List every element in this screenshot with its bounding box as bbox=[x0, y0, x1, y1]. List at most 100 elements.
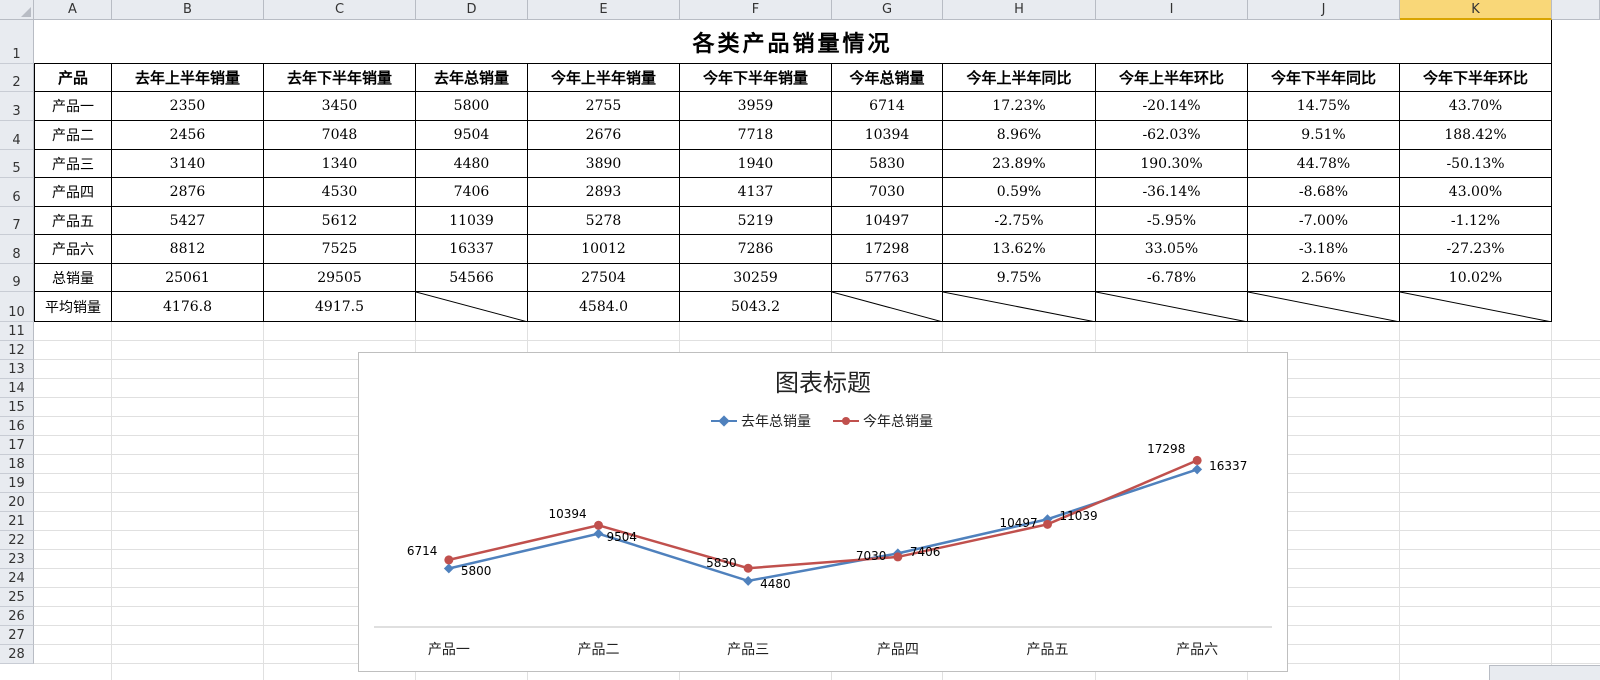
table-cell[interactable]: 16337 bbox=[416, 235, 528, 264]
table-cell[interactable]: 13.62% bbox=[943, 235, 1096, 264]
table-header-cell[interactable]: 今年上半年同比 bbox=[943, 64, 1096, 92]
row-header-17[interactable]: 17 bbox=[0, 436, 34, 455]
table-cell[interactable]: 23.89% bbox=[943, 150, 1096, 178]
table-cell[interactable] bbox=[1400, 292, 1552, 322]
table-cell[interactable]: -1.12% bbox=[1400, 207, 1552, 235]
column-header-c[interactable]: C bbox=[264, 0, 416, 20]
plot-area[interactable] bbox=[359, 353, 1287, 671]
row-header-4[interactable]: 4 bbox=[0, 121, 34, 150]
table-cell[interactable] bbox=[416, 292, 528, 322]
table-cell[interactable]: 9.51% bbox=[1248, 121, 1400, 150]
row-header-3[interactable]: 3 bbox=[0, 92, 34, 121]
column-header-k[interactable]: K bbox=[1400, 0, 1552, 20]
table-cell[interactable]: 10497 bbox=[832, 207, 943, 235]
table-cell[interactable]: 11039 bbox=[416, 207, 528, 235]
table-cell[interactable] bbox=[943, 292, 1096, 322]
table-cell[interactable]: -5.95% bbox=[1096, 207, 1248, 235]
data-point[interactable] bbox=[1192, 455, 1202, 465]
table-cell[interactable]: 2876 bbox=[112, 178, 264, 207]
table-cell[interactable]: 54566 bbox=[416, 264, 528, 292]
row-header-7[interactable]: 7 bbox=[0, 207, 34, 235]
table-cell[interactable]: 2.56% bbox=[1248, 264, 1400, 292]
table-cell[interactable]: 产品二 bbox=[34, 121, 112, 150]
line-chart[interactable]: 图表标题 去年总销量 今年总销量 5800 9504 4480 7406 11039 16… bbox=[358, 352, 1288, 672]
table-header-cell[interactable]: 今年上半年销量 bbox=[528, 64, 680, 92]
row-header-21[interactable]: 21 bbox=[0, 512, 34, 531]
row-header-8[interactable]: 8 bbox=[0, 235, 34, 264]
table-cell[interactable]: 4176.8 bbox=[112, 292, 264, 322]
data-point[interactable] bbox=[743, 563, 753, 573]
table-cell[interactable]: 2350 bbox=[112, 92, 264, 121]
table-cell[interactable]: 2893 bbox=[528, 178, 680, 207]
table-cell[interactable]: 14.75% bbox=[1248, 92, 1400, 121]
row-header-24[interactable]: 24 bbox=[0, 569, 34, 588]
table-cell[interactable]: 7048 bbox=[264, 121, 416, 150]
table-cell[interactable]: -62.03% bbox=[1096, 121, 1248, 150]
table-cell[interactable]: 30259 bbox=[680, 264, 832, 292]
row-header-28[interactable]: 28 bbox=[0, 645, 34, 664]
table-cell[interactable]: 188.42% bbox=[1400, 121, 1552, 150]
column-header-f[interactable]: F bbox=[680, 0, 832, 20]
row-header-10[interactable]: 10 bbox=[0, 292, 34, 322]
table-cell[interactable]: 2755 bbox=[528, 92, 680, 121]
table-cell[interactable]: 7718 bbox=[680, 121, 832, 150]
table-cell[interactable]: 产品五 bbox=[34, 207, 112, 235]
series-line-0[interactable] bbox=[448, 468, 1198, 583]
legend-item-this-year[interactable]: 今年总销量 bbox=[833, 411, 933, 431]
table-header-cell[interactable]: 今年总销量 bbox=[832, 64, 943, 92]
row-header-22[interactable]: 22 bbox=[0, 531, 34, 550]
table-cell[interactable]: 7406 bbox=[416, 178, 528, 207]
table-cell[interactable]: 9504 bbox=[416, 121, 528, 150]
table-cell[interactable]: 2456 bbox=[112, 121, 264, 150]
column-header-b[interactable]: B bbox=[112, 0, 264, 20]
data-point[interactable] bbox=[1043, 519, 1052, 529]
data-point[interactable] bbox=[1192, 464, 1203, 475]
table-cell[interactable]: 产品四 bbox=[34, 178, 112, 207]
column-header-d[interactable]: D bbox=[416, 0, 528, 20]
table-header-cell[interactable]: 去年总销量 bbox=[416, 64, 528, 92]
table-cell[interactable]: 总销量 bbox=[34, 264, 112, 292]
table-cell[interactable]: 10394 bbox=[832, 121, 943, 150]
row-header-2[interactable]: 2 bbox=[0, 64, 34, 92]
column-header-j[interactable]: J bbox=[1248, 0, 1400, 20]
column-header-i[interactable]: I bbox=[1096, 0, 1248, 20]
table-cell[interactable]: 1340 bbox=[264, 150, 416, 178]
table-cell[interactable]: 10012 bbox=[528, 235, 680, 264]
table-cell[interactable]: 3959 bbox=[680, 92, 832, 121]
table-cell[interactable]: -6.78% bbox=[1096, 264, 1248, 292]
table-cell[interactable] bbox=[832, 292, 943, 322]
table-header-cell[interactable]: 今年下半年销量 bbox=[680, 64, 832, 92]
row-header-13[interactable]: 13 bbox=[0, 360, 34, 379]
table-cell[interactable]: 产品一 bbox=[34, 92, 112, 121]
table-cell[interactable]: 7030 bbox=[832, 178, 943, 207]
table-cell[interactable]: 57763 bbox=[832, 264, 943, 292]
table-cell[interactable]: -36.14% bbox=[1096, 178, 1248, 207]
table-cell[interactable]: 4137 bbox=[680, 178, 832, 207]
table-cell[interactable]: 17298 bbox=[832, 235, 943, 264]
table-cell[interactable]: 29505 bbox=[264, 264, 416, 292]
legend-item-last-year[interactable]: 去年总销量 bbox=[711, 411, 811, 431]
horizontal-scrollbar[interactable] bbox=[1489, 665, 1600, 680]
row-header-5[interactable]: 5 bbox=[0, 150, 34, 178]
column-header-g[interactable]: G bbox=[832, 0, 943, 20]
table-cell[interactable]: 5830 bbox=[832, 150, 943, 178]
table-header-cell[interactable]: 今年下半年同比 bbox=[1248, 64, 1400, 92]
table-cell[interactable] bbox=[1248, 292, 1400, 322]
table-cell[interactable]: 5800 bbox=[416, 92, 528, 121]
table-cell[interactable]: 4480 bbox=[416, 150, 528, 178]
series-line-1[interactable] bbox=[448, 459, 1198, 570]
chart-title[interactable]: 图表标题 bbox=[775, 369, 871, 397]
column-header-h[interactable]: H bbox=[943, 0, 1096, 20]
table-cell[interactable]: 7525 bbox=[264, 235, 416, 264]
column-header-e[interactable]: E bbox=[528, 0, 680, 20]
table-cell[interactable]: 平均销量 bbox=[34, 292, 112, 322]
table-header-cell[interactable]: 今年下半年环比 bbox=[1400, 64, 1552, 92]
table-cell[interactable]: 8812 bbox=[112, 235, 264, 264]
table-cell[interactable]: 3140 bbox=[112, 150, 264, 178]
sheet-title-cell[interactable]: 各类产品销量情况 bbox=[34, 20, 1552, 64]
table-header-cell[interactable]: 去年上半年销量 bbox=[112, 64, 264, 92]
data-point[interactable] bbox=[743, 575, 754, 586]
table-cell[interactable]: 产品六 bbox=[34, 235, 112, 264]
row-header-16[interactable]: 16 bbox=[0, 417, 34, 436]
data-point[interactable] bbox=[893, 552, 903, 562]
